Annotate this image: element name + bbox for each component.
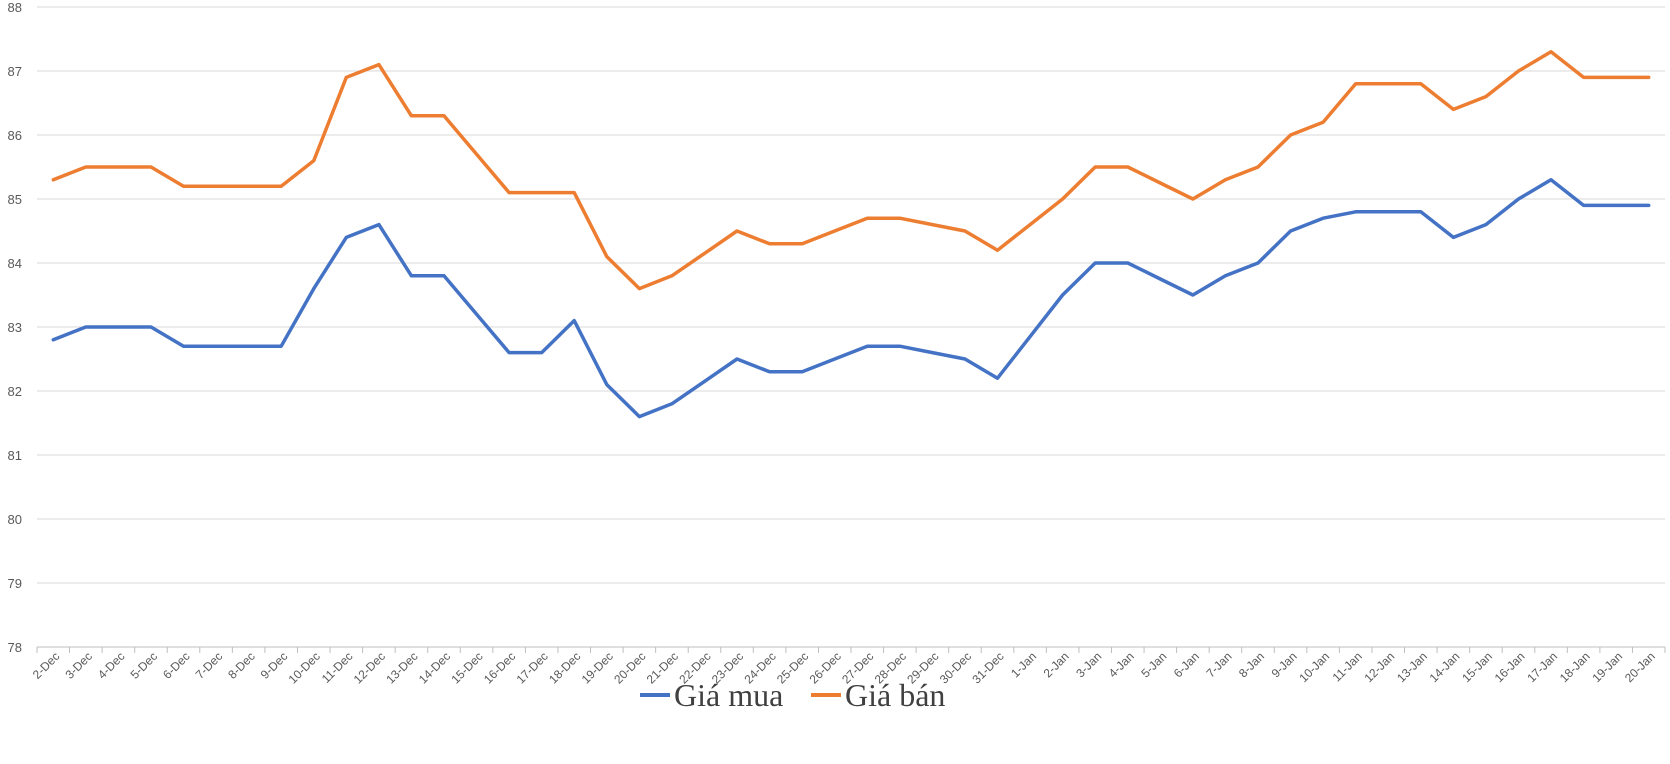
x-tick-label: 13-Dec xyxy=(383,649,420,686)
x-tick-label: 17-Dec xyxy=(514,649,551,686)
x-tick-label: 31-Dec xyxy=(969,649,1006,686)
x-axis-ticks: 2-Dec 3-Dec 4-Dec 5-Dec 6-Dec 7-Dec 8-Dec 9-Dec… xyxy=(30,649,1658,686)
x-tick-label: 13-Jan xyxy=(1394,649,1430,685)
x-tick-label: 4-Jan xyxy=(1106,649,1137,680)
x-tick-label: 17-Jan xyxy=(1524,649,1560,685)
x-tick-label: 6-Dec xyxy=(160,649,193,682)
x-tick-label: 19-Dec xyxy=(579,649,616,686)
x-tick-label: 19-Jan xyxy=(1589,649,1625,685)
y-tick-label: 81 xyxy=(8,448,22,463)
x-tick-label: 3-Jan xyxy=(1073,649,1104,680)
series-lines xyxy=(51,50,1651,419)
x-tick-label: 8-Dec xyxy=(225,649,258,682)
series-line-0 xyxy=(51,178,1651,419)
y-tick-label: 87 xyxy=(8,64,22,79)
y-tick-label: 86 xyxy=(8,128,22,143)
x-tick-label: 9-Jan xyxy=(1269,649,1300,680)
x-tick-label: 8-Jan xyxy=(1236,649,1267,680)
x-tick-label: 12-Jan xyxy=(1362,649,1398,685)
x-axis xyxy=(36,646,1666,653)
gridlines xyxy=(37,6,1665,584)
x-tick-label: 18-Jan xyxy=(1557,649,1593,685)
x-tick-label: 7-Jan xyxy=(1203,649,1234,680)
series-line-1 xyxy=(51,50,1651,291)
x-tick-label: 16-Jan xyxy=(1492,649,1528,685)
x-tick-label: 16-Dec xyxy=(481,649,518,686)
x-tick-label: 4-Dec xyxy=(95,649,128,682)
y-tick-label: 85 xyxy=(8,192,22,207)
legend-label-1: Giá bán xyxy=(845,677,945,713)
x-tick-label: 11-Dec xyxy=(319,649,356,686)
x-tick-label: 15-Dec xyxy=(448,649,485,686)
x-tick-label: 14-Jan xyxy=(1427,649,1463,685)
x-tick-label: 20-Dec xyxy=(611,649,648,686)
y-tick-label: 84 xyxy=(8,256,22,271)
x-tick-label: 11-Jan xyxy=(1330,649,1365,684)
y-axis-ticks: 78 79 80 81 82 83 84 85 86 87 88 xyxy=(8,0,22,655)
y-tick-label: 88 xyxy=(8,0,22,15)
x-tick-label: 10-Dec xyxy=(286,649,323,686)
y-tick-label: 80 xyxy=(8,512,22,527)
x-tick-label: 2-Jan xyxy=(1041,649,1072,680)
x-tick-label: 5-Dec xyxy=(128,649,161,682)
x-tick-label: 6-Jan xyxy=(1171,649,1202,680)
x-tick-label: 7-Dec xyxy=(193,649,226,682)
x-tick-label: 18-Dec xyxy=(546,649,583,686)
x-tick-label: 12-Dec xyxy=(351,649,388,686)
x-tick-label: 14-Dec xyxy=(416,649,453,686)
legend: Giá mua Giá bán xyxy=(640,677,945,713)
y-tick-label: 83 xyxy=(8,320,22,335)
x-tick-label: 1-Jan xyxy=(1008,649,1039,680)
y-tick-label: 79 xyxy=(8,576,22,591)
x-tick-label: 2-Dec xyxy=(30,649,63,682)
x-tick-label: 26-Dec xyxy=(807,649,844,686)
x-tick-label: 5-Jan xyxy=(1138,649,1169,680)
x-tick-label: 20-Jan xyxy=(1622,649,1658,685)
y-tick-label: 82 xyxy=(8,384,22,399)
x-tick-label: 10-Jan xyxy=(1296,649,1332,685)
x-tick-label: 15-Jan xyxy=(1459,649,1495,685)
x-tick-label: 3-Dec xyxy=(62,649,95,682)
y-tick-label: 78 xyxy=(8,640,22,655)
legend-label-0: Giá mua xyxy=(674,677,783,713)
